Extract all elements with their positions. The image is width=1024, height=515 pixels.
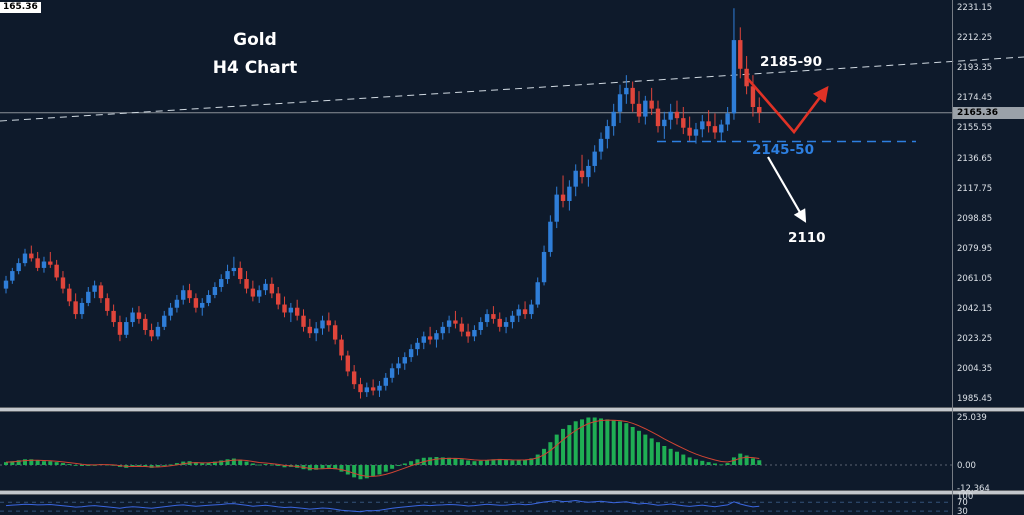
price-axis-label: 2061.05 — [957, 273, 993, 284]
resistance-label: 2185-90 — [760, 54, 822, 70]
price-axis-label: 2212.25 — [957, 33, 993, 44]
panel-splitter-2[interactable] — [0, 490, 1024, 495]
panel-splitter-1[interactable] — [0, 407, 1024, 412]
rsi-axis-label: 70 — [957, 498, 968, 509]
white-target-arrow — [767, 156, 807, 223]
chart-title-line1: Gold — [233, 30, 277, 50]
rsi-panel[interactable] — [0, 495, 952, 515]
macd-signal-line — [5, 419, 760, 477]
rsi-line — [5, 499, 760, 513]
price-axis-label: 2155.55 — [957, 123, 993, 134]
candlestick-layer — [3, 8, 762, 399]
trendline — [0, 56, 1024, 122]
price-axis-label: 2193.35 — [957, 63, 993, 74]
chart-title: Gold H4 Chart — [175, 26, 335, 82]
rsi-axis-label: 100 — [957, 491, 974, 502]
price-axis-label: 2174.45 — [957, 93, 993, 104]
chart-title-line2: H4 Chart — [212, 58, 298, 78]
current-price-tag: 2165.36 — [953, 106, 1024, 119]
price-axis-label: 2098.85 — [957, 213, 993, 224]
price-axis-label: 2004.35 — [957, 364, 993, 375]
red-projection-arrow — [747, 78, 829, 135]
main-chart-canvas[interactable] — [0, 0, 1024, 407]
macd-axis-label: -12.364 — [957, 484, 990, 495]
price-axis[interactable]: 2165.36 2231.15 2212.25 2193.35 2174.45 2155… — [953, 0, 1024, 515]
price-axis-label: 2023.25 — [957, 334, 993, 345]
price-axis-label: 2231.15 — [957, 3, 993, 13]
macd-histogram — [4, 417, 762, 480]
corner-price-tag: 165.36 — [0, 2, 41, 13]
price-axis-label: 2042.15 — [957, 304, 993, 315]
axis-separator — [952, 0, 953, 515]
price-axis-label: 2117.75 — [957, 183, 993, 194]
price-axis-label: 1985.45 — [957, 394, 993, 405]
price-axis-label: 2136.65 — [957, 153, 993, 164]
support-label: 2145-50 — [752, 142, 814, 158]
rsi-axis-label: 30 — [957, 507, 968, 515]
macd-panel[interactable] — [0, 412, 952, 490]
price-axis-label: 2079.95 — [957, 243, 993, 254]
target-label: 2110 — [788, 230, 826, 246]
macd-axis-label: 25.039 — [957, 413, 987, 424]
macd-axis-label: 0.00 — [957, 461, 976, 471]
